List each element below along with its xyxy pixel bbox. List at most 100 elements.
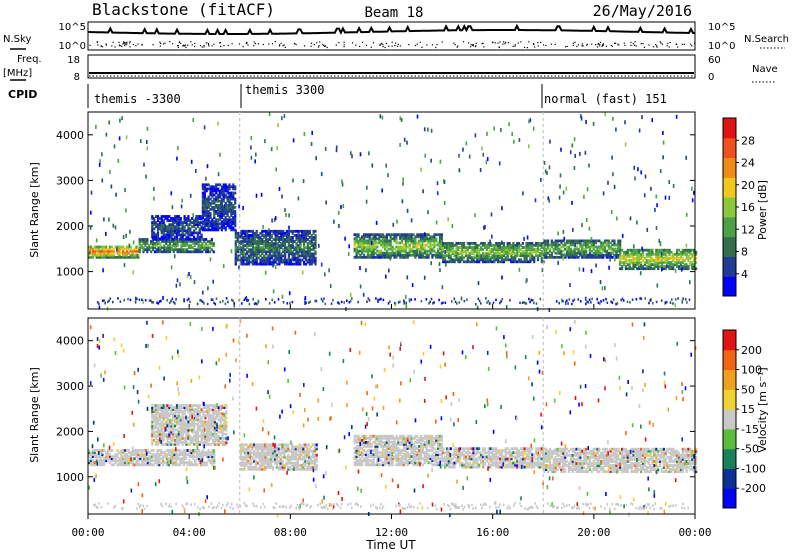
- data-cell: [468, 242, 471, 245]
- data-cell: [156, 404, 160, 407]
- data-cell: [170, 408, 173, 412]
- data-cell: [571, 241, 574, 245]
- data-cell: [664, 250, 667, 254]
- data-cell: [468, 244, 471, 247]
- data-cell: [666, 257, 669, 260]
- data-cell: [230, 226, 233, 230]
- data-cell: [245, 451, 248, 455]
- data-cell: [172, 233, 175, 237]
- near-range-cell: [397, 301, 400, 304]
- data-cell: [127, 457, 130, 461]
- data-cell: [560, 255, 563, 259]
- near-range-cell: [523, 301, 525, 304]
- data-cell: [447, 256, 450, 260]
- data-cell: [285, 246, 289, 250]
- data-cell: [437, 253, 440, 257]
- data-cell: [677, 252, 681, 256]
- scatter-cell: [405, 294, 407, 299]
- data-cell: [457, 258, 460, 262]
- data-cell: [363, 233, 366, 237]
- data-cell: [586, 239, 590, 243]
- data-cell: [191, 436, 194, 440]
- data-cell: [174, 235, 177, 239]
- data-cell: [251, 260, 254, 264]
- data-cell: [177, 412, 180, 416]
- data-cell: [177, 416, 180, 420]
- data-cell: [223, 426, 226, 430]
- data-cell: [187, 432, 190, 436]
- data-cell: [208, 416, 211, 420]
- data-cell: [185, 441, 188, 444]
- data-cell: [566, 239, 569, 243]
- nsearch-point: [416, 43, 418, 45]
- scatter-cell: [672, 184, 675, 188]
- data-cell: [179, 217, 182, 220]
- data-cell: [514, 254, 517, 258]
- data-cell: [270, 254, 273, 258]
- data-cell: [110, 449, 113, 452]
- data-cell: [624, 267, 627, 271]
- data-cell: [306, 234, 309, 237]
- data-cell: [177, 233, 180, 237]
- scatter-cell: [518, 267, 521, 272]
- data-cell: [282, 250, 285, 254]
- data-cell: [401, 235, 404, 239]
- data-cell: [685, 257, 688, 260]
- data-cell: [181, 233, 184, 237]
- data-cell: [255, 240, 258, 243]
- scatter-cell: [585, 119, 587, 124]
- data-cell: [266, 244, 270, 247]
- data-cell: [397, 251, 400, 255]
- near-range-cell: [170, 299, 172, 303]
- nsearch-point: [118, 44, 120, 46]
- near-range-cell: [271, 298, 273, 302]
- nsearch-point: [419, 41, 421, 43]
- data-cell: [480, 246, 483, 249]
- data-cell: [95, 449, 98, 452]
- data-cell: [103, 459, 106, 463]
- nsearch-point: [599, 41, 602, 43]
- data-cell: [270, 262, 273, 266]
- data-cell: [168, 231, 171, 235]
- data-cell: [153, 223, 156, 227]
- data-cell: [223, 404, 226, 407]
- scatter-cell: [483, 225, 485, 230]
- data-cell: [164, 237, 167, 241]
- data-cell: [234, 224, 237, 228]
- data-cell: [135, 247, 138, 251]
- data-cell: [210, 248, 213, 252]
- data-cell: [270, 248, 273, 252]
- data-cell: [215, 438, 218, 442]
- data-cell: [474, 248, 477, 251]
- data-cell: [569, 239, 572, 243]
- data-cell: [480, 248, 483, 251]
- near-range-cell: [119, 300, 122, 303]
- near-range-cell: [611, 301, 614, 304]
- data-cell: [151, 248, 155, 252]
- scatter-cell: [646, 227, 649, 232]
- nsearch-point: [231, 43, 233, 45]
- data-cell: [187, 244, 191, 247]
- data-cell: [196, 449, 199, 452]
- data-cell: [289, 238, 292, 241]
- data-cell: [600, 247, 603, 251]
- data-cell: [391, 251, 394, 255]
- data-cell: [207, 199, 210, 203]
- data-cell: [548, 255, 552, 259]
- data-cell: [395, 241, 398, 245]
- scatter-cell: [423, 275, 426, 280]
- data-cell: [243, 467, 246, 471]
- data-cell: [284, 244, 287, 247]
- data-cell: [201, 238, 204, 241]
- scatter-cell: [644, 174, 647, 179]
- nsearch-point: [659, 41, 661, 43]
- data-cell: [175, 233, 179, 237]
- data-cell: [153, 426, 156, 430]
- nsky-line: [88, 23, 696, 35]
- data-cell: [276, 234, 279, 237]
- data-cell: [156, 426, 160, 430]
- data-cell: [211, 463, 214, 467]
- data-cell: [619, 245, 622, 249]
- near-range-cell: [458, 301, 461, 304]
- data-cell: [232, 193, 235, 197]
